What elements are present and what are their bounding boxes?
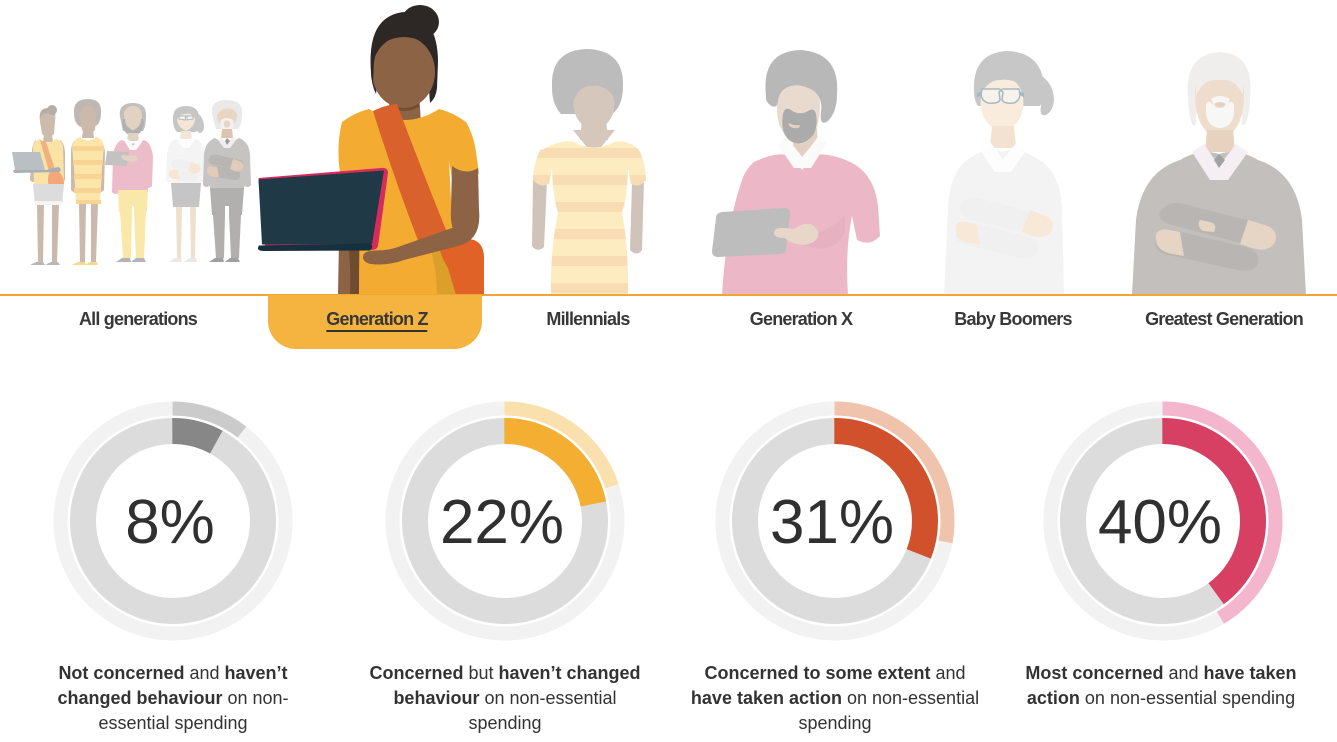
svg-text:40%: 40% [1098, 488, 1222, 557]
svg-text:22%: 22% [440, 488, 564, 557]
svg-text:8%: 8% [125, 488, 215, 557]
svg-text:31%: 31% [770, 488, 894, 557]
